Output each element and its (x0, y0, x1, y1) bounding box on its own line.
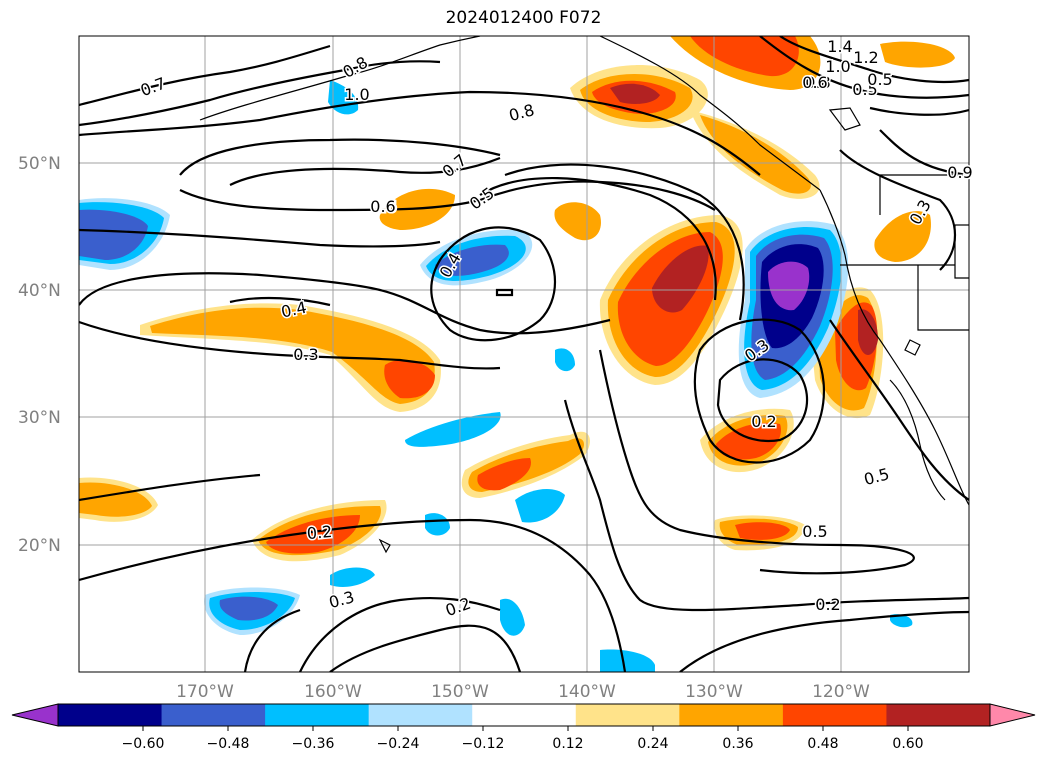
contour-label: 0.9 (947, 163, 972, 182)
map-title: 2024012400 F072 (445, 8, 602, 28)
colorbar-tick-label: 0.60 (892, 736, 923, 752)
contour-label: 0.2 (751, 412, 776, 431)
colorbar-tick-label: 0.48 (807, 736, 838, 752)
colorbar-tick-label: 0.36 (722, 736, 753, 752)
colorbar-segment (679, 704, 784, 726)
contour-label: 0.5 (867, 70, 892, 89)
colorbar-tick-label: −0.12 (462, 736, 505, 752)
lon-label: 130°W (685, 682, 743, 702)
contour-label: 1.4 (827, 37, 852, 56)
contour-label: 1.0 (825, 57, 850, 76)
longitude-labels: 170°W 160°W 150°W 140°W 130°W 120°W (176, 682, 870, 702)
coastlines (199, 36, 969, 554)
contour-label: 0.3 (293, 345, 318, 364)
colorbar-tick-label: −0.24 (377, 736, 420, 752)
lat-label: 30°N (18, 408, 61, 428)
colorbar-segment (575, 704, 680, 726)
colorbar-tick-label: −0.36 (292, 736, 335, 752)
latitude-labels: 50°N 40°N 30°N 20°N (18, 154, 61, 556)
colorbar-extend-max (989, 703, 1036, 727)
lat-label: 50°N (18, 154, 61, 174)
contour-label: 0.2 (306, 522, 333, 543)
contour-label: 0.5 (802, 522, 827, 541)
contour-label: 0.8 (805, 73, 830, 92)
colorbar-outline (57, 703, 991, 727)
lon-label: 150°W (431, 682, 489, 702)
colorbar-tick-label: 0.24 (637, 736, 668, 752)
colorbar-segment (161, 704, 266, 726)
lon-label: 160°W (304, 682, 362, 702)
contour-label: 0.6 (802, 73, 827, 92)
colorbar-segment (265, 704, 370, 726)
map-frame (78, 35, 970, 673)
contour-lines (79, 36, 969, 672)
colorbar-segment (886, 704, 991, 726)
colorbar-tick-label: −0.48 (207, 736, 250, 752)
lon-label: 170°W (176, 682, 234, 702)
lon-label: 120°W (812, 682, 870, 702)
lat-label: 20°N (18, 536, 61, 556)
lon-label: 140°W (558, 682, 616, 702)
contour-label: 0.6 (370, 197, 395, 216)
colorbar-tick-label: 0.12 (552, 736, 583, 752)
contour-label: 1.0 (344, 85, 369, 104)
colorbar: −0.60 −0.48 −0.36 −0.24 −0.12 0.12 0.24 0.36 0.4… (11, 703, 1036, 752)
colorbar-segment (58, 704, 163, 726)
contour-label: 0.5 (852, 80, 877, 99)
colorbar-segment (472, 704, 577, 726)
colorbar-segment (782, 704, 887, 726)
colorbar-extend-min (11, 703, 59, 727)
colorbar-segment (368, 704, 473, 726)
contour-label: 1.2 (853, 48, 878, 67)
colorbar-tick-label: −0.60 (122, 736, 165, 752)
contour-label: 0.6 (371, 197, 396, 216)
contour-label: 0.2 (815, 595, 840, 614)
lat-label: 40°N (18, 281, 61, 301)
